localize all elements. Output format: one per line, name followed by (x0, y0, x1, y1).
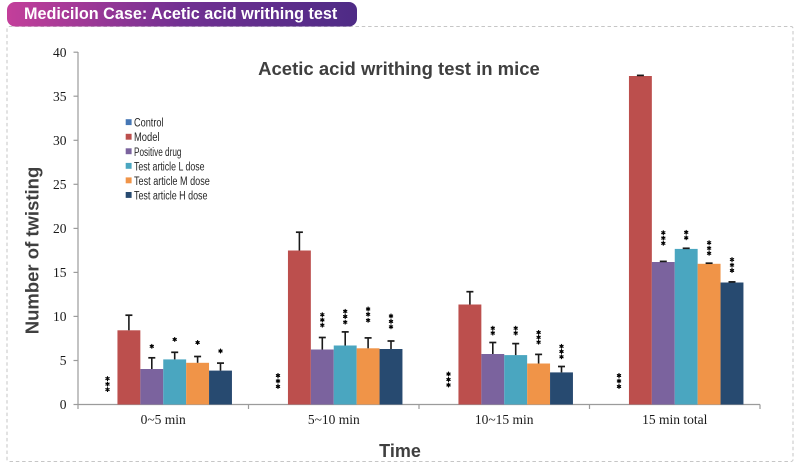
svg-text:Time: Time (379, 441, 421, 461)
svg-text:0: 0 (60, 397, 67, 412)
svg-text:Control: Control (134, 118, 164, 130)
svg-text:Medicilon Case: Acetic acid wr: Medicilon Case: Acetic acid writhing tes… (24, 5, 338, 23)
svg-text:10: 10 (53, 309, 67, 324)
svg-text:15: 15 (53, 265, 67, 280)
svg-text:Positive drug: Positive drug (134, 147, 182, 159)
svg-text:20: 20 (53, 221, 67, 236)
svg-text:5: 5 (60, 353, 67, 368)
svg-text:30: 30 (53, 133, 67, 148)
svg-text:40: 40 (53, 45, 67, 60)
svg-text:Test article L dose: Test article L dose (134, 161, 205, 173)
svg-text:35: 35 (53, 89, 67, 104)
svg-text:0~5 min: 0~5 min (141, 412, 186, 427)
svg-text:Acetic acid writhing test in m: Acetic acid writhing test in mice (258, 58, 540, 79)
svg-text:15 min total: 15 min total (642, 412, 707, 427)
svg-text:5~10 min: 5~10 min (308, 412, 360, 427)
svg-text:Test article M dose: Test article M dose (134, 176, 210, 188)
svg-text:25: 25 (53, 177, 67, 192)
svg-text:Model: Model (134, 132, 160, 144)
svg-text:10~15 min: 10~15 min (475, 412, 534, 427)
svg-text:Number of twisting: Number of twisting (22, 167, 43, 335)
svg-text:Test article H dose: Test article H dose (134, 191, 208, 203)
